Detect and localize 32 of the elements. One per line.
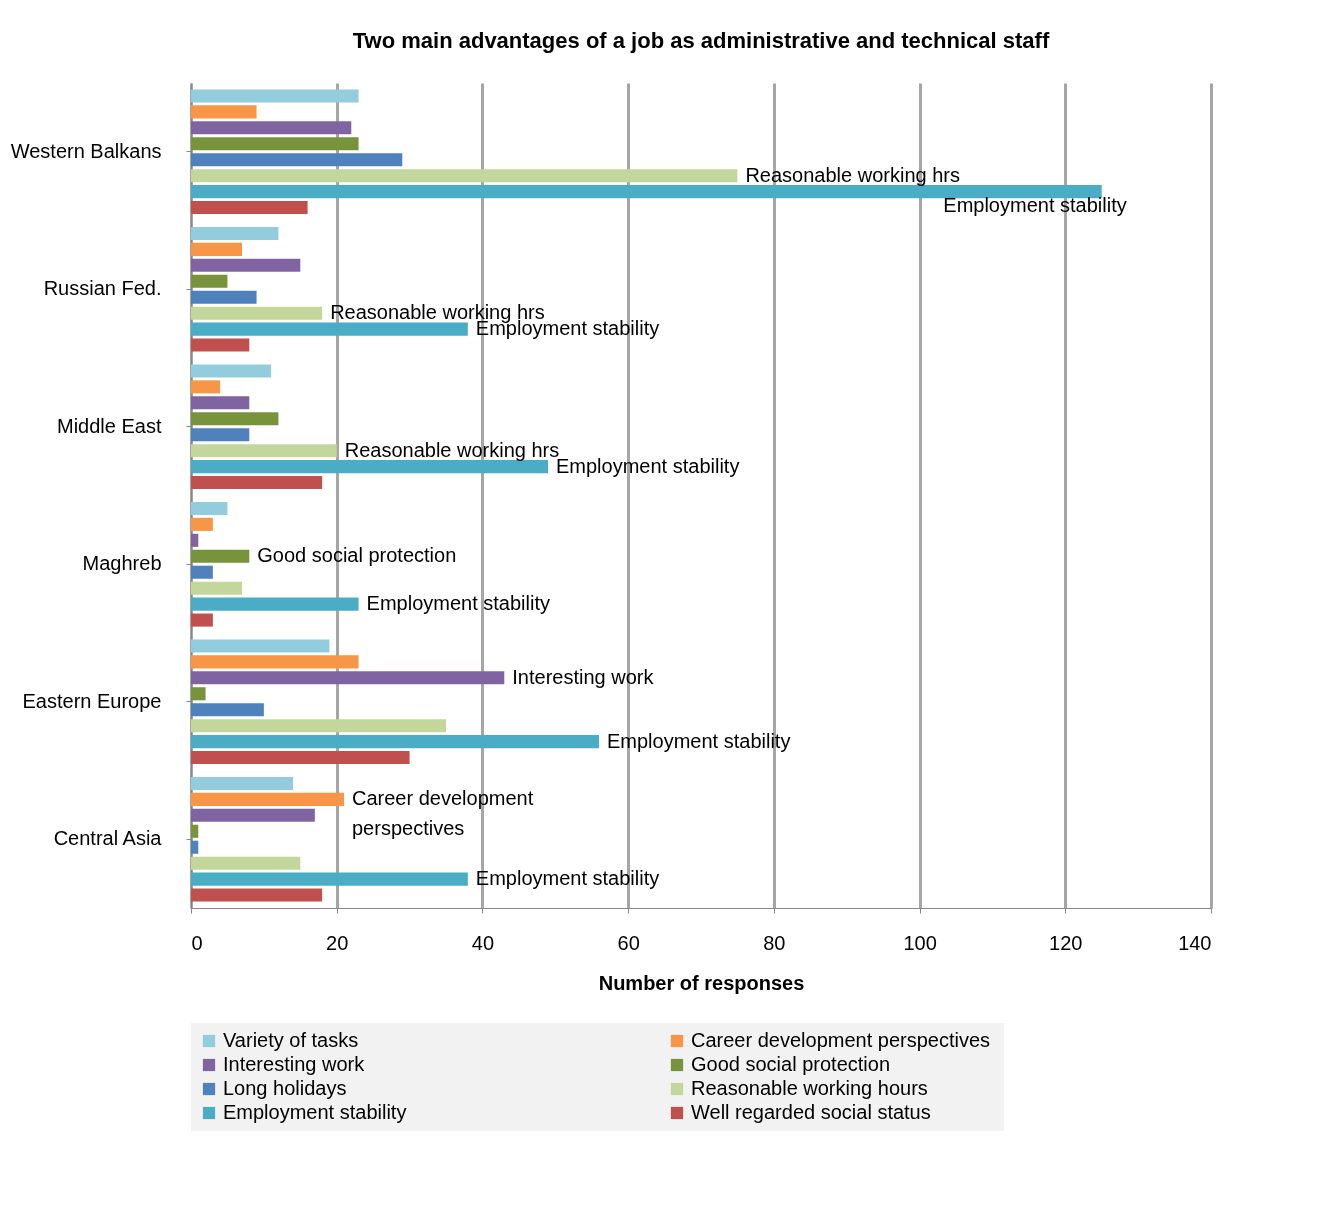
x-tick-label: 0 <box>191 931 203 954</box>
x-tick-label: 120 <box>1049 931 1083 954</box>
y-tick-label: Middle East <box>57 414 162 437</box>
legend-label: Career development perspectives <box>691 1029 991 1051</box>
x-tick-label: 60 <box>617 931 640 954</box>
data-label: Interesting work <box>512 665 655 688</box>
data-label: Reasonable working hrs <box>745 163 960 186</box>
legend-label: Employment stability <box>223 1101 407 1123</box>
data-label: Employment stability <box>366 592 550 615</box>
legend-label: Long holidays <box>223 1077 347 1099</box>
data-label: Employment stability <box>607 729 791 752</box>
y-tick-label: Maghreb <box>82 552 162 575</box>
x-tick-label: 20 <box>326 931 349 954</box>
data-label: Good social protection <box>257 544 457 567</box>
x-tick-label: 40 <box>471 931 495 954</box>
y-tick-label: Russian Fed. <box>43 277 162 300</box>
y-tick-label: Western Balkans <box>10 139 162 162</box>
legend-label: Good social protection <box>691 1053 891 1075</box>
x-tick-label: 80 <box>763 931 786 954</box>
data-label: Employment stability <box>943 193 1127 216</box>
legend-label: Reasonable working hours <box>691 1077 928 1099</box>
x-tick-label: 100 <box>903 931 937 954</box>
chart-title: Two main advantages of a job as administrative and technical staff <box>352 28 1050 53</box>
data-label: Career development perspectives <box>352 787 534 840</box>
legend-label: Well regarded social status <box>691 1101 931 1123</box>
legend-label: Variety of tasks <box>223 1029 359 1051</box>
data-label: Employment stability <box>475 867 660 890</box>
x-tick-label: 140 <box>1178 931 1212 954</box>
y-tick-label: Central Asia <box>53 827 163 850</box>
y-tick-label: Eastern Europe <box>22 689 162 712</box>
legend-label: Interesting work <box>223 1053 366 1075</box>
x-axis-title: Number of responses <box>598 971 805 994</box>
